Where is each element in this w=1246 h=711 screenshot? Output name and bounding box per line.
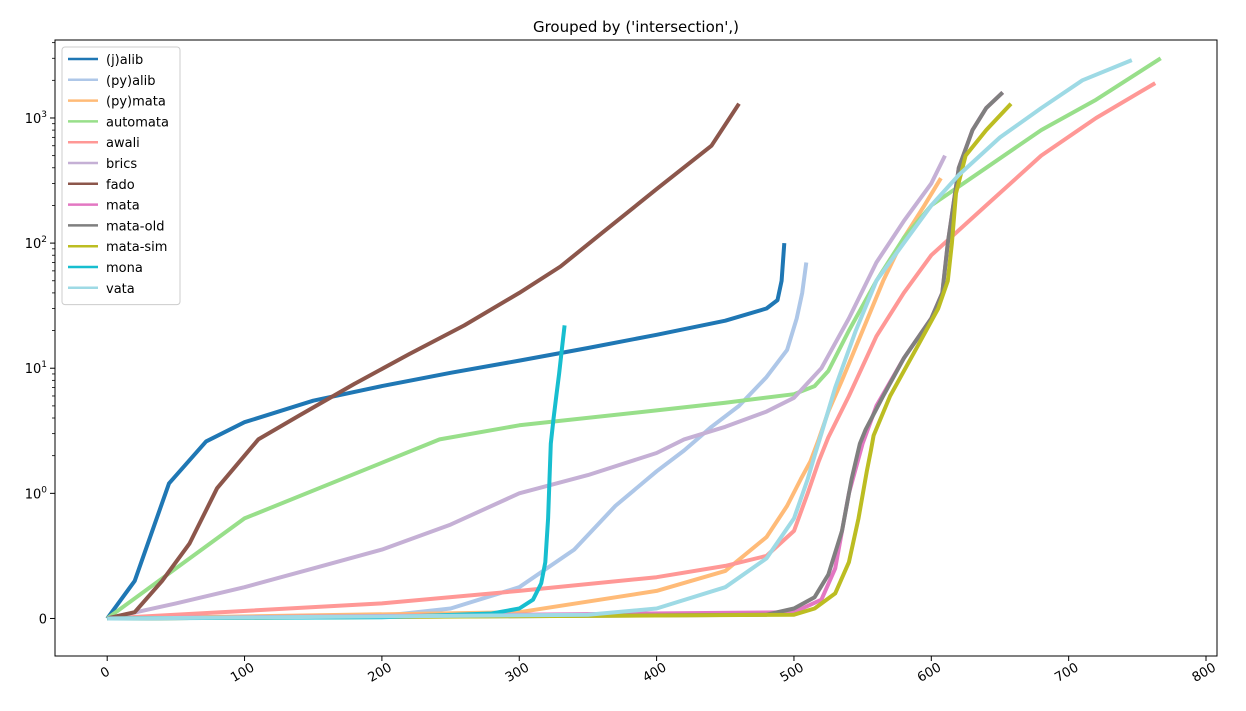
series-line-mata-sim [107, 102, 1013, 621]
legend-label: mata-sim [106, 240, 167, 255]
legend-label: awali [106, 136, 140, 151]
legend-label: fado [106, 178, 135, 193]
series-line-fado [106, 102, 741, 621]
y-tick-label: 103 [25, 110, 47, 127]
y-tick-label: 100 [25, 485, 48, 502]
series-line-mata-old [107, 90, 1005, 621]
legend-label: (py)alib [106, 74, 156, 89]
series-line-awali [107, 81, 1157, 621]
series-group [105, 56, 1162, 621]
y-tick-label: 101 [25, 360, 47, 377]
legend-label: vata [106, 282, 135, 297]
y-axis: 0 100 101 102 103 [25, 42, 55, 627]
series-line-automata [106, 56, 1162, 621]
legend-label: mata-old [106, 219, 164, 234]
legend: (j)alib (py)alib (py)mata automata awali bric… [61, 46, 181, 306]
series-line-j-alib [105, 242, 787, 620]
legend-label: brics [106, 157, 137, 172]
series-line-brics [106, 154, 947, 621]
series-line-vata [107, 58, 1133, 621]
x-axis: 0 100 200 300 400 500 600 700 800 [98, 656, 1219, 686]
y-tick-label: 102 [25, 235, 47, 252]
legend-label: mona [106, 261, 143, 276]
legend-box [61, 46, 181, 306]
legend-label: (j)alib [106, 53, 143, 68]
legend-label: automata [106, 115, 169, 130]
series-line-py-alib [107, 262, 809, 621]
legend-label: (py)mata [106, 95, 166, 110]
chart-title: Grouped by ('intersection',) [533, 18, 739, 36]
series-line-mona [107, 325, 567, 621]
y-tick-label: 0 [39, 612, 47, 627]
legend-label: mata [106, 199, 140, 214]
axes-frame [54, 39, 1218, 657]
